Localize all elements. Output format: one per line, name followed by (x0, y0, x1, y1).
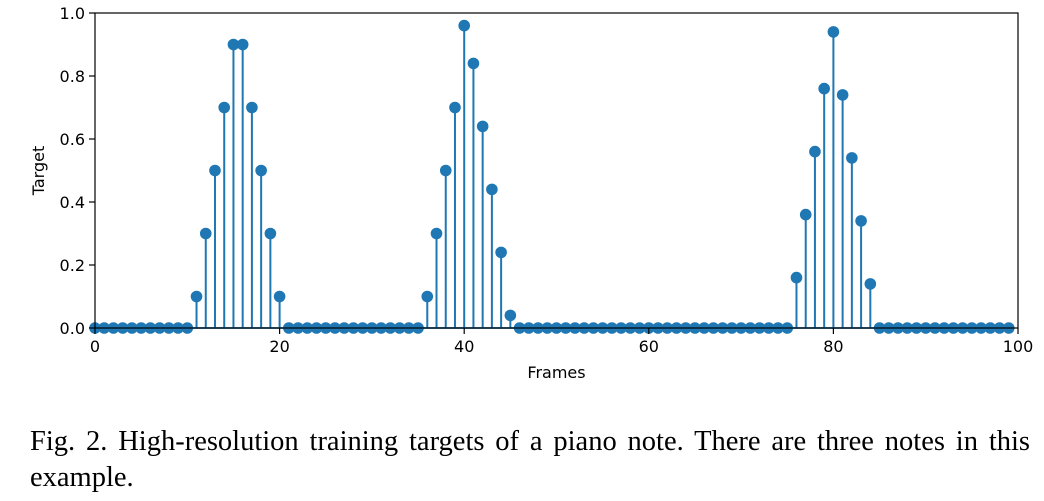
stem-marker (236, 38, 249, 51)
y-tick-label: 1.0 (60, 4, 85, 23)
stem-marker (449, 101, 461, 114)
x-tick-label: 40 (454, 337, 474, 356)
stem-marker (273, 290, 286, 303)
y-tick-label: 0.6 (60, 130, 85, 149)
stem-marker (255, 164, 267, 177)
stem-marker (495, 246, 507, 259)
stem-marker (855, 215, 867, 227)
x-tick-label: 80 (823, 337, 843, 356)
stem-marker (504, 309, 517, 322)
x-tick-label: 100 (1003, 337, 1034, 356)
stem-marker (836, 89, 849, 101)
y-tick-label: 0.2 (60, 256, 85, 275)
stem-marker (421, 290, 434, 303)
stem-marker (439, 164, 452, 177)
stem-marker (467, 57, 480, 70)
stem-marker (209, 164, 221, 177)
x-tick-label: 60 (639, 337, 659, 356)
stem-marker (458, 19, 471, 32)
y-tick-label: 0.0 (60, 319, 85, 338)
stem-marker (476, 120, 489, 133)
stem-marker (818, 82, 830, 95)
x-tick-label: 0 (90, 337, 100, 356)
stem-marker (430, 227, 443, 240)
stem-marker (799, 208, 812, 221)
y-tick-label: 0.8 (60, 67, 85, 86)
plot-frame (94, 12, 1019, 329)
stem-marker (846, 152, 858, 164)
stem-marker (264, 227, 277, 240)
stem-marker (218, 101, 231, 114)
stem-series (89, 19, 1015, 334)
axes: 0 20 40 60 80 100 0.0 0.2 0.4 0.6 0.8 1.0 (60, 4, 1034, 356)
figure-caption: Fig. 2. High-resolution training targets… (30, 426, 1030, 493)
stem-marker (199, 227, 212, 240)
stem-marker (827, 26, 840, 38)
stem-chart: 0 20 40 60 80 100 0.0 0.2 0.4 0.6 0.8 1.0 Frames Ta… (29, 4, 1034, 382)
stem-marker (190, 290, 203, 303)
stem-marker (246, 101, 258, 114)
y-axis-label: Target (29, 146, 48, 197)
stem-marker (864, 278, 877, 290)
x-axis-label: Frames (527, 363, 585, 382)
stem-marker (227, 38, 240, 51)
y-tick-label: 0.4 (60, 193, 85, 212)
stem-marker (809, 145, 821, 158)
x-tick-label: 20 (269, 337, 289, 356)
stem-marker (790, 271, 803, 284)
stem-marker (486, 183, 498, 196)
